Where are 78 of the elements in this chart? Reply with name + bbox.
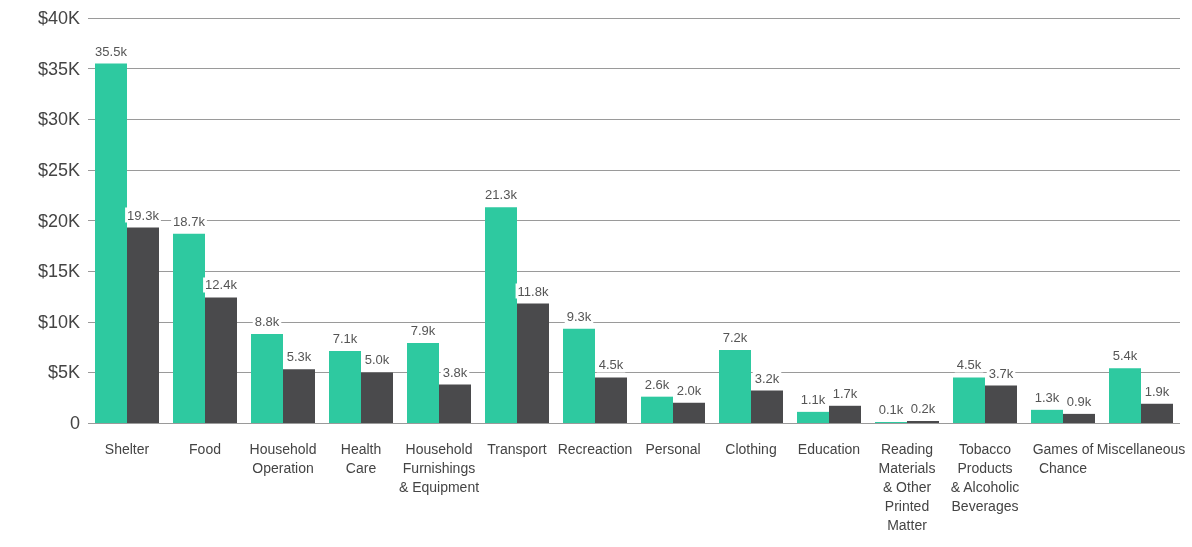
bar — [1063, 413, 1095, 423]
x-tick-label: Tobacco Products & Alcoholic Beverages — [950, 440, 1020, 514]
bar — [1141, 403, 1173, 423]
data-label: 7.2k — [722, 330, 748, 346]
y-tick-label: $20K — [37, 210, 80, 231]
x-tick-label: Food — [189, 440, 221, 457]
data-label: 21.3k — [485, 187, 518, 203]
bar — [907, 420, 939, 423]
bar — [439, 384, 471, 423]
data-label: 2.0k — [676, 382, 702, 398]
bar — [95, 63, 127, 423]
data-label: 1.3k — [1034, 389, 1060, 405]
data-label: 35.5k — [95, 43, 128, 59]
data-label: 3.8k — [442, 364, 468, 380]
bar — [673, 402, 705, 423]
x-tick-label: Health Care — [340, 440, 382, 476]
x-tick-label: Clothing — [725, 440, 777, 457]
x-tick-label: Miscellaneous — [1096, 440, 1186, 457]
data-label: 1.9k — [1144, 383, 1170, 399]
bar — [407, 343, 439, 423]
x-tick-label: Household Furnishings & Equipment — [398, 440, 480, 495]
bar — [797, 411, 829, 423]
bar — [829, 405, 861, 423]
y-tick-label: $40K — [37, 8, 80, 28]
x-tick-label: Reading Materials & Other Printed Matter — [878, 440, 936, 533]
x-tick-label: Personal — [645, 440, 701, 457]
data-label: 0.2k — [910, 400, 936, 416]
bar — [563, 328, 595, 423]
data-label: 8.8k — [254, 313, 280, 329]
bar — [283, 369, 315, 423]
data-label: 7.1k — [332, 331, 358, 347]
bar — [953, 377, 985, 423]
data-label: 11.8k — [517, 283, 549, 299]
x-tick-label: Household Operation — [249, 440, 317, 476]
y-tick-label: $35K — [37, 58, 80, 79]
data-label: 4.5k — [956, 357, 982, 373]
data-label: 1.1k — [800, 391, 826, 407]
y-tick-label: $5K — [47, 362, 80, 383]
bar — [329, 351, 361, 423]
bar — [361, 372, 393, 423]
data-label: 19.3k — [127, 207, 160, 223]
x-tick-label: Transport — [487, 440, 547, 457]
bar — [485, 207, 517, 423]
x-tick-label: Games of Chance — [1032, 440, 1094, 476]
data-label: 7.9k — [410, 323, 436, 339]
y-tick-label: $30K — [37, 109, 80, 130]
data-label: 5.4k — [1112, 348, 1138, 364]
x-tick-label: Recreaction — [557, 440, 633, 457]
data-label: 9.3k — [566, 308, 592, 324]
bar — [1109, 368, 1141, 423]
bar — [595, 377, 627, 423]
data-label: 12.4k — [205, 277, 238, 293]
data-label: 0.1k — [878, 401, 904, 417]
data-label: 0.9k — [1066, 393, 1092, 409]
bar — [985, 385, 1017, 423]
bar — [641, 396, 673, 423]
y-tick-label: $25K — [37, 159, 80, 180]
bar — [517, 303, 549, 423]
bar — [173, 233, 205, 423]
bar — [251, 333, 283, 423]
x-tick-label: Shelter — [104, 440, 150, 457]
bar — [205, 297, 237, 423]
bar — [751, 390, 783, 423]
y-tick-label: 0 — [69, 413, 80, 433]
data-label: 1.7k — [832, 385, 858, 401]
data-label: 3.7k — [988, 365, 1014, 381]
x-tick-label: Education — [797, 440, 861, 457]
data-label: 5.3k — [286, 349, 312, 365]
data-label: 2.6k — [644, 376, 670, 392]
bar — [127, 227, 159, 423]
y-tick-label: $15K — [37, 261, 80, 282]
data-label: 18.7k — [173, 213, 206, 229]
data-label: 4.5k — [598, 357, 624, 373]
bar — [719, 350, 751, 423]
bar — [1031, 409, 1063, 423]
data-label: 3.2k — [754, 370, 780, 386]
data-label: 5.0k — [364, 352, 390, 368]
y-tick-label: $10K — [37, 311, 80, 332]
